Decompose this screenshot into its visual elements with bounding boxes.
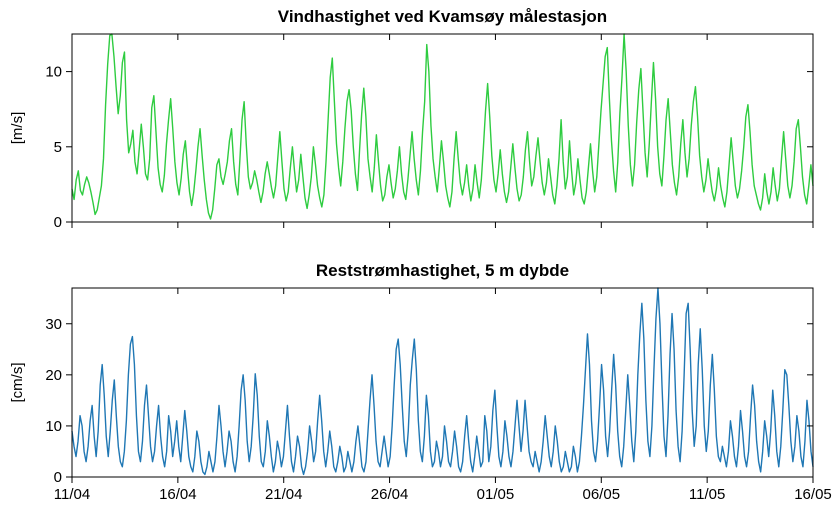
axis-box: [72, 34, 813, 222]
xtick-label: 01/05: [477, 486, 515, 503]
ytick-label: 10: [45, 418, 62, 435]
ytick-label: 0: [54, 214, 62, 231]
ytick-label: 0: [54, 469, 62, 486]
xtick-label: 06/05: [583, 486, 621, 503]
ytick-label: 10: [45, 64, 62, 81]
ytick-label: 20: [45, 367, 62, 384]
chart-title: Vindhastighet ved Kvamsøy målestasjon: [278, 7, 607, 26]
data-line: [72, 34, 813, 219]
ytick-label: 30: [45, 316, 62, 333]
xtick-label: 11/04: [54, 486, 90, 503]
chart-title: Reststrømhastighet, 5 m dybde: [316, 261, 569, 280]
charts-container: Vindhastighet ved Kvamsøy målestasjon 0 5 1…: [0, 0, 833, 508]
chart-svg: Vindhastighet ved Kvamsøy målestasjon 0 5 1…: [0, 0, 833, 508]
xtick-label: 16/04: [159, 486, 197, 503]
data-line: [72, 288, 813, 474]
ylabel: [cm/s]: [9, 363, 26, 403]
xtick-label: 16/05: [794, 486, 832, 503]
xtick-label: 11/05: [689, 486, 725, 503]
xtick-label: 21/04: [265, 486, 303, 503]
ylabel: [m/s]: [9, 112, 26, 145]
ytick-label: 5: [54, 139, 62, 156]
xtick-label: 26/04: [371, 486, 409, 503]
